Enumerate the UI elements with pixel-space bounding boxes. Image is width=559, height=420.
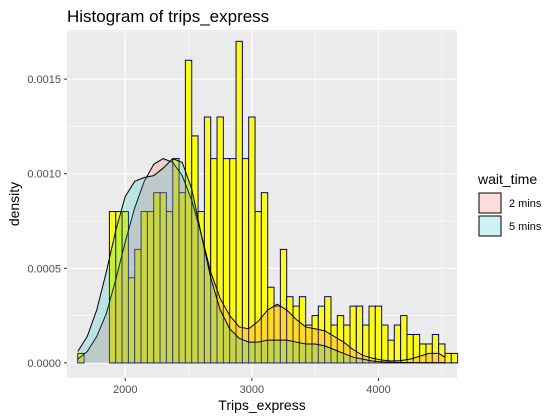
- x-tick-label: 2000: [113, 384, 137, 396]
- histogram-bar: [374, 305, 383, 364]
- y-tick-label: 0.0000: [27, 358, 61, 370]
- histogram-bar: [450, 352, 459, 364]
- legend-label-5-mins: 5 mins: [509, 221, 542, 233]
- y-tick-label: 0.0015: [27, 74, 61, 86]
- histogram-bar: [444, 352, 452, 364]
- density-line-2-mins: [77, 158, 446, 362]
- histogram-bar: [235, 40, 243, 364]
- density-line-5-mins: [77, 158, 445, 364]
- histogram-bar: [368, 305, 376, 364]
- legend-key-2-mins: [478, 192, 502, 214]
- y-tick-label: 0.0010: [27, 169, 61, 181]
- x-axis: 2000 3000 4000: [113, 378, 391, 396]
- legend-key-5-mins: [478, 215, 502, 237]
- histogram-bar: [400, 315, 408, 364]
- chart-title: Histogram of trips_express: [67, 7, 269, 26]
- y-axis-title: density: [6, 182, 22, 226]
- histogram-bar: [260, 192, 269, 364]
- density-area-2-mins: [77, 158, 445, 363]
- histogram-bars: [77, 40, 459, 364]
- y-tick-label: 0.0005: [27, 263, 61, 275]
- legend-title: wait_time: [477, 171, 537, 187]
- histogram-bar: [393, 324, 402, 364]
- legend-label-2-mins: 2 mins: [509, 198, 542, 210]
- y-axis: 0.0000 0.0005 0.0010 0.0015: [27, 74, 67, 370]
- legend: wait_time 2 mins 5 mins: [477, 171, 542, 237]
- density-curves: [77, 158, 446, 364]
- histogram-bar: [77, 352, 85, 364]
- x-tick-label: 3000: [240, 384, 264, 396]
- histogram-bar: [387, 339, 395, 364]
- x-tick-label: 4000: [366, 384, 390, 396]
- histogram-bar: [381, 324, 389, 364]
- x-axis-title: Trips_express: [218, 397, 305, 413]
- density-area-5-mins: [77, 158, 445, 363]
